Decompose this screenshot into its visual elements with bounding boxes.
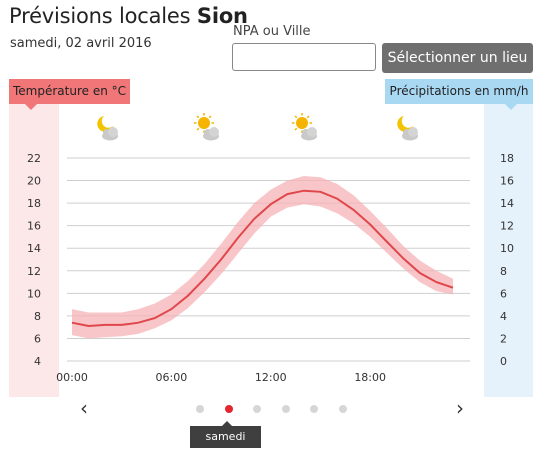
day-dot[interactable] bbox=[196, 405, 204, 413]
temperature-axis-band bbox=[9, 104, 59, 397]
y-right-tick-label: 6 bbox=[500, 287, 507, 300]
active-day-tooltip: samedi bbox=[190, 421, 261, 448]
temperature-legend: Température en °C bbox=[9, 79, 130, 110]
y-left-tick-label: 18 bbox=[27, 197, 41, 210]
day-dot[interactable] bbox=[338, 405, 347, 413]
moon-cloud-icon bbox=[397, 116, 418, 141]
day-dot[interactable] bbox=[281, 405, 290, 413]
y-right-tick-label: 0 bbox=[500, 355, 507, 368]
y-left-tick-label: 4 bbox=[34, 355, 41, 368]
location-search-input[interactable] bbox=[232, 43, 376, 71]
y-right-tick-label: 4 bbox=[500, 310, 507, 323]
day-dot[interactable] bbox=[310, 405, 318, 413]
select-location-button[interactable]: Sélectionner un lieu bbox=[382, 43, 533, 73]
moon-cloud-icon bbox=[97, 116, 118, 141]
y-left-tick-label: 10 bbox=[27, 287, 41, 300]
page-title: Prévisions locales Sion bbox=[9, 4, 248, 28]
y-left-tick-label: 16 bbox=[27, 220, 41, 233]
y-right-tick-label: 8 bbox=[500, 265, 507, 278]
x-tick-label: 00:00 bbox=[56, 371, 88, 384]
sun-cloud-icon bbox=[193, 112, 219, 141]
y-right-tick-label: 2 bbox=[500, 332, 507, 345]
day-dot[interactable] bbox=[253, 405, 261, 413]
temperature-chart: 4 6 8 10 12 14 16 18 20 22 0 2 4 6 8 10 12 14 16 18 00:00 0… bbox=[27, 112, 514, 384]
y-left-tick-label: 6 bbox=[34, 332, 41, 345]
temperature-range-band bbox=[72, 176, 453, 339]
y-right-tick-label: 16 bbox=[500, 175, 514, 188]
y-right-tick-label: 14 bbox=[500, 197, 514, 210]
day-dot[interactable] bbox=[224, 405, 233, 413]
y-left-tick-label: 12 bbox=[27, 265, 41, 278]
x-tick-label: 06:00 bbox=[156, 371, 188, 384]
precipitation-legend: Précipitations en mm/h bbox=[385, 79, 533, 110]
y-right-tick-label: 18 bbox=[500, 152, 514, 165]
location-search-label: NPA ou Ville bbox=[233, 24, 311, 39]
forecast-date: samedi, 02 avril 2016 bbox=[10, 36, 152, 51]
y-left-tick-label: 8 bbox=[34, 310, 41, 323]
previous-day-button[interactable]: ‹ bbox=[80, 396, 88, 420]
precipitation-axis-band bbox=[484, 104, 533, 397]
y-right-tick-label: 12 bbox=[500, 220, 514, 233]
x-tick-label: 18:00 bbox=[354, 371, 386, 384]
y-left-tick-label: 20 bbox=[27, 175, 41, 188]
sun-cloud-icon bbox=[291, 112, 317, 141]
y-left-tick-label: 22 bbox=[27, 152, 41, 165]
y-right-tick-label: 10 bbox=[500, 242, 514, 255]
temperature-line bbox=[71, 189, 454, 328]
x-tick-label: 12:00 bbox=[255, 371, 287, 384]
next-day-button[interactable]: › bbox=[456, 396, 464, 420]
y-left-tick-label: 14 bbox=[27, 242, 41, 255]
